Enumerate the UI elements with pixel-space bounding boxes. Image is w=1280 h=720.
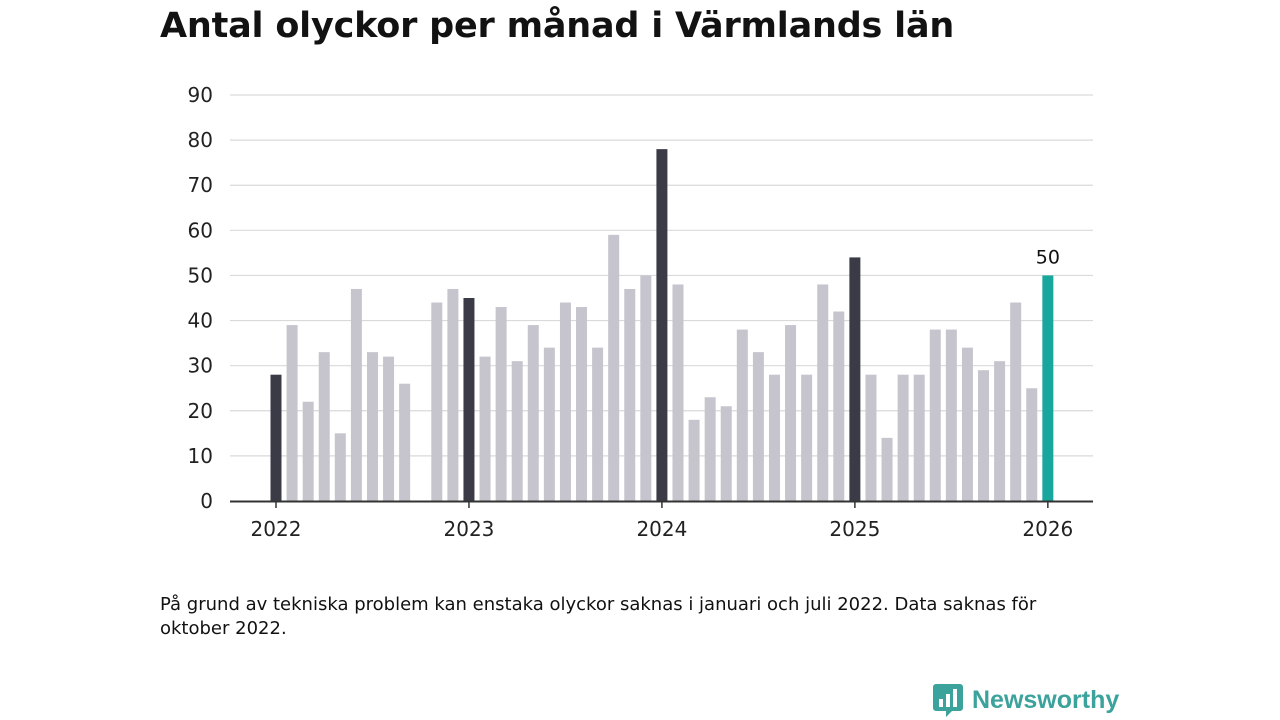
x-tick-label: 2024	[636, 517, 687, 541]
x-tick-label: 2026	[1022, 517, 1073, 541]
bar-2023-03	[495, 307, 507, 501]
bar-2024-10	[801, 374, 813, 501]
bar-2024-01	[656, 149, 668, 501]
bar-2023-05	[527, 325, 539, 501]
y-tick-label: 10	[188, 444, 213, 468]
y-tick-label: 30	[188, 354, 213, 378]
bar-2025-06	[929, 329, 941, 501]
bar-2025-11	[1010, 302, 1022, 501]
y-tick-label: 40	[188, 309, 213, 333]
x-tick-label: 2025	[829, 517, 880, 541]
bar-2022-03	[302, 401, 314, 501]
bar-2022-11	[431, 302, 443, 501]
chart-title: Antal olyckor per månad i Värmlands län	[160, 6, 955, 46]
bar-2026-01	[1042, 275, 1054, 501]
latest-value-label: 50	[1036, 246, 1060, 268]
y-tick-label: 60	[188, 218, 213, 242]
bar-2025-08	[961, 347, 973, 501]
bar-2023-09	[592, 347, 604, 501]
y-tick-label: 0	[200, 489, 213, 513]
brand-name: Newsworthy	[972, 686, 1120, 714]
bar-2023-01	[463, 298, 475, 501]
newsworthy-logo-icon	[933, 684, 963, 717]
y-tick-label: 80	[188, 128, 213, 152]
bar-2024-02	[672, 284, 684, 501]
bar-2025-04	[897, 374, 909, 501]
bar-2024-06	[736, 329, 748, 501]
bar-2025-12	[1026, 388, 1038, 501]
bar-2022-09	[399, 383, 411, 501]
data-labels: 50	[1036, 246, 1060, 268]
bar-2023-02	[479, 356, 491, 501]
bar-2025-05	[913, 374, 925, 501]
x-axis-tick-labels: 2022 2023 2024 2025 2026	[251, 517, 1074, 541]
bar-2024-03	[688, 419, 700, 501]
bar-2022-12	[447, 288, 459, 501]
y-tick-label: 20	[188, 399, 213, 423]
y-axis-tick-labels: 0 10 20 30 40 50 60 70 80 90	[188, 83, 213, 513]
bar-2024-12	[833, 311, 845, 501]
bar-2024-05	[720, 406, 732, 501]
bars	[270, 149, 1054, 501]
x-tick-label: 2023	[444, 517, 495, 541]
bar-2025-10	[994, 361, 1006, 501]
x-tick-label: 2022	[251, 517, 302, 541]
bar-2023-08	[576, 307, 588, 501]
bar-2023-10	[608, 234, 620, 501]
bar-2024-07	[752, 352, 764, 501]
bar-2023-06	[543, 347, 555, 501]
y-tick-label: 90	[188, 83, 213, 107]
bar-2022-06	[350, 288, 362, 501]
bar-2024-08	[768, 374, 780, 501]
bar-2022-08	[383, 356, 395, 501]
bar-2025-03	[881, 437, 893, 501]
bar-2025-02	[865, 374, 877, 501]
bar-2025-01	[849, 257, 861, 501]
bar-2022-05	[334, 433, 346, 501]
bar-2023-04	[511, 361, 523, 501]
y-tick-label: 50	[188, 263, 213, 287]
y-tick-label: 70	[188, 173, 213, 197]
bar-2022-04	[318, 352, 330, 501]
bar-2024-11	[817, 284, 829, 501]
bar-2022-02	[286, 325, 298, 501]
bar-2023-07	[559, 302, 571, 501]
footnote: På grund av tekniska problem kan enstaka…	[160, 594, 1037, 639]
bar-2022-07	[366, 352, 378, 501]
bar-2023-12	[640, 275, 652, 501]
bar-2024-04	[704, 397, 716, 501]
x-axis	[230, 500, 1093, 508]
bar-2022-01	[270, 374, 282, 501]
bar-2024-09	[785, 325, 797, 501]
monthly-accidents-bar-chart: 0 10 20 30 40 50 60 70 80 90 2022 2023 2024 2025 2026…	[188, 83, 1093, 541]
newsworthy-brand[interactable]: Newsworthy	[932, 682, 1119, 718]
bar-2025-07	[945, 329, 957, 501]
bar-2025-09	[978, 370, 990, 501]
bar-2023-11	[624, 288, 636, 501]
